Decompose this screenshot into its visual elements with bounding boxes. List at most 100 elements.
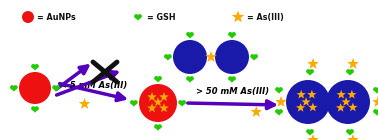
Polygon shape <box>186 35 194 38</box>
Circle shape <box>326 80 370 124</box>
Circle shape <box>178 100 183 104</box>
Circle shape <box>10 85 14 89</box>
Text: = As(III): = As(III) <box>247 12 284 22</box>
Polygon shape <box>164 57 172 61</box>
Polygon shape <box>159 92 169 101</box>
Circle shape <box>154 76 158 80</box>
Circle shape <box>134 14 138 18</box>
Polygon shape <box>159 103 169 112</box>
Circle shape <box>189 32 194 36</box>
Polygon shape <box>275 112 283 116</box>
Circle shape <box>181 100 186 104</box>
Polygon shape <box>205 51 217 62</box>
Circle shape <box>19 72 51 104</box>
Circle shape <box>254 54 258 58</box>
Circle shape <box>279 109 283 113</box>
Circle shape <box>138 14 142 18</box>
Polygon shape <box>347 90 356 99</box>
Polygon shape <box>79 98 90 109</box>
Circle shape <box>52 85 57 89</box>
Polygon shape <box>307 90 316 99</box>
Polygon shape <box>250 57 258 61</box>
Polygon shape <box>347 58 359 69</box>
Circle shape <box>231 76 236 80</box>
Circle shape <box>310 129 314 133</box>
Circle shape <box>346 129 350 133</box>
Text: > 50 mM As(III): > 50 mM As(III) <box>197 87 270 96</box>
Polygon shape <box>275 90 283 94</box>
Circle shape <box>275 109 279 113</box>
Circle shape <box>186 32 191 36</box>
Circle shape <box>164 54 168 58</box>
Polygon shape <box>10 88 18 92</box>
Circle shape <box>22 11 34 23</box>
Polygon shape <box>337 90 346 99</box>
Circle shape <box>376 87 378 91</box>
Polygon shape <box>306 72 314 76</box>
Text: < 5 mM As(III): < 5 mM As(III) <box>60 81 128 90</box>
Polygon shape <box>178 103 186 107</box>
Circle shape <box>158 124 162 129</box>
Circle shape <box>34 64 39 68</box>
Text: = AuNPs: = AuNPs <box>37 12 76 22</box>
Polygon shape <box>302 97 311 106</box>
Polygon shape <box>154 127 162 131</box>
Circle shape <box>306 69 310 74</box>
Circle shape <box>186 76 191 80</box>
Polygon shape <box>296 103 305 112</box>
Circle shape <box>215 40 249 74</box>
Circle shape <box>133 100 138 104</box>
Circle shape <box>139 84 177 122</box>
Polygon shape <box>275 96 287 107</box>
Polygon shape <box>147 92 157 101</box>
Circle shape <box>376 109 378 113</box>
Polygon shape <box>341 97 351 106</box>
Polygon shape <box>372 96 378 107</box>
Circle shape <box>189 76 194 80</box>
Circle shape <box>346 69 350 74</box>
Circle shape <box>350 129 354 133</box>
Polygon shape <box>130 103 138 107</box>
Polygon shape <box>307 58 319 69</box>
Polygon shape <box>306 132 314 136</box>
Polygon shape <box>228 79 236 83</box>
Polygon shape <box>308 103 318 111</box>
Polygon shape <box>336 103 345 112</box>
Circle shape <box>228 32 232 36</box>
Circle shape <box>275 87 279 91</box>
Polygon shape <box>228 35 236 38</box>
Polygon shape <box>373 90 378 94</box>
Polygon shape <box>154 79 162 82</box>
Polygon shape <box>31 109 39 113</box>
Circle shape <box>306 129 310 133</box>
Polygon shape <box>31 67 39 71</box>
Text: = GSH: = GSH <box>147 12 176 22</box>
Circle shape <box>250 54 254 58</box>
Polygon shape <box>347 134 359 140</box>
Circle shape <box>167 54 172 58</box>
Polygon shape <box>147 103 157 112</box>
Circle shape <box>228 76 232 80</box>
Polygon shape <box>346 132 354 136</box>
Circle shape <box>373 87 378 91</box>
Circle shape <box>31 64 36 68</box>
Circle shape <box>56 85 60 89</box>
Circle shape <box>310 69 314 74</box>
Circle shape <box>34 106 39 111</box>
Circle shape <box>14 85 18 89</box>
Circle shape <box>350 69 354 74</box>
Polygon shape <box>251 106 262 117</box>
Circle shape <box>373 109 378 113</box>
Circle shape <box>279 87 283 91</box>
Circle shape <box>154 124 158 129</box>
Polygon shape <box>348 103 358 111</box>
Polygon shape <box>346 72 354 76</box>
Circle shape <box>31 106 36 111</box>
Polygon shape <box>153 97 163 106</box>
Circle shape <box>130 100 135 104</box>
Circle shape <box>231 32 236 36</box>
Circle shape <box>158 76 162 80</box>
Polygon shape <box>373 112 378 116</box>
Polygon shape <box>307 134 319 140</box>
Circle shape <box>286 80 330 124</box>
